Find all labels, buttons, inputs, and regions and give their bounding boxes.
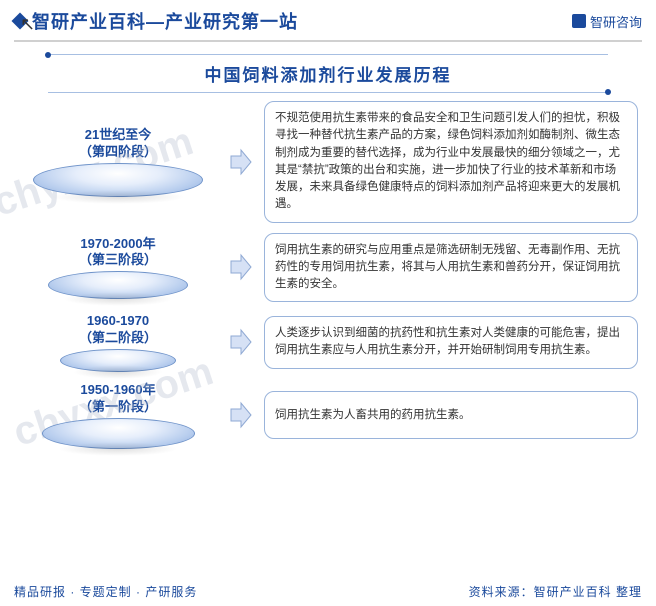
arrow-icon <box>228 312 254 372</box>
stage-disc-wrap: 21世纪至今（第四阶段） <box>18 127 218 197</box>
stage-label: 21世纪至今（第四阶段） <box>79 127 157 161</box>
arrow-icon <box>228 132 254 192</box>
timeline-row: 1960-1970（第二阶段） 人类逐步认识到细菌的抗药性和抗生素对人类健康的可… <box>18 312 638 372</box>
brand: 智研咨询 <box>572 12 642 31</box>
chart-title: 中国饲料添加剂行业发展历程 <box>48 54 608 93</box>
stage-disc-wrap: 1960-1970（第二阶段） <box>18 313 218 372</box>
timeline-row: 1950-1960年（第一阶段） 饲用抗生素为人畜共用的药用抗生素。 <box>18 382 638 448</box>
stage-label: 1960-1970（第二阶段） <box>79 313 157 347</box>
brand-text: 智研咨询 <box>590 12 642 31</box>
stage-desc: 人类逐步认识到细菌的抗药性和抗生素对人类健康的可能危害，提出饲用抗生素应与人用抗… <box>264 316 638 369</box>
timeline-row: 21世纪至今（第四阶段） 不规范使用抗生素带来的食品安全和卫生问题引发人们的担忧… <box>18 101 638 223</box>
stage-disc <box>60 349 176 372</box>
cursor-icon: ↖ <box>20 14 35 35</box>
stage-desc: 饲用抗生素为人畜共用的药用抗生素。 <box>264 391 638 439</box>
arrow-icon <box>228 385 254 445</box>
header: 智研产业百科—产业研究第一站 智研咨询 <box>0 0 656 40</box>
footer-right: 资料来源：智研产业百科 整理 <box>469 583 642 600</box>
stage-disc <box>48 271 187 299</box>
footer-left: 精品研报 · 专题定制 · 产研服务 <box>14 583 197 600</box>
stage-disc-wrap: 1970-2000年（第三阶段） <box>18 236 218 300</box>
header-title: 智研产业百科—产业研究第一站 <box>32 8 298 34</box>
stage-disc <box>33 163 203 197</box>
timeline-rows: 21世纪至今（第四阶段） 不规范使用抗生素带来的食品安全和卫生问题引发人们的担忧… <box>0 99 656 449</box>
footer: 精品研报 · 专题定制 · 产研服务 资料来源：智研产业百科 整理 <box>14 583 642 600</box>
stage-disc-wrap: 1950-1960年（第一阶段） <box>18 382 218 448</box>
header-divider <box>14 40 642 42</box>
arrow-icon <box>228 237 254 297</box>
stage-desc: 饲用抗生素的研究与应用重点是筛选研制无残留、无毒副作用、无抗药性的专用饲用抗生素… <box>264 233 638 303</box>
brand-logo-icon <box>572 14 586 28</box>
stage-disc <box>42 418 195 449</box>
timeline-row: 1970-2000年（第三阶段） 饲用抗生素的研究与应用重点是筛选研制无残留、无… <box>18 233 638 303</box>
stage-label: 1970-2000年（第三阶段） <box>79 236 157 270</box>
header-left: 智研产业百科—产业研究第一站 <box>14 8 298 34</box>
stage-label: 1950-1960年（第一阶段） <box>79 382 157 416</box>
stage-desc: 不规范使用抗生素带来的食品安全和卫生问题引发人们的担忧，积极寻找一种替代抗生素产… <box>264 101 638 223</box>
